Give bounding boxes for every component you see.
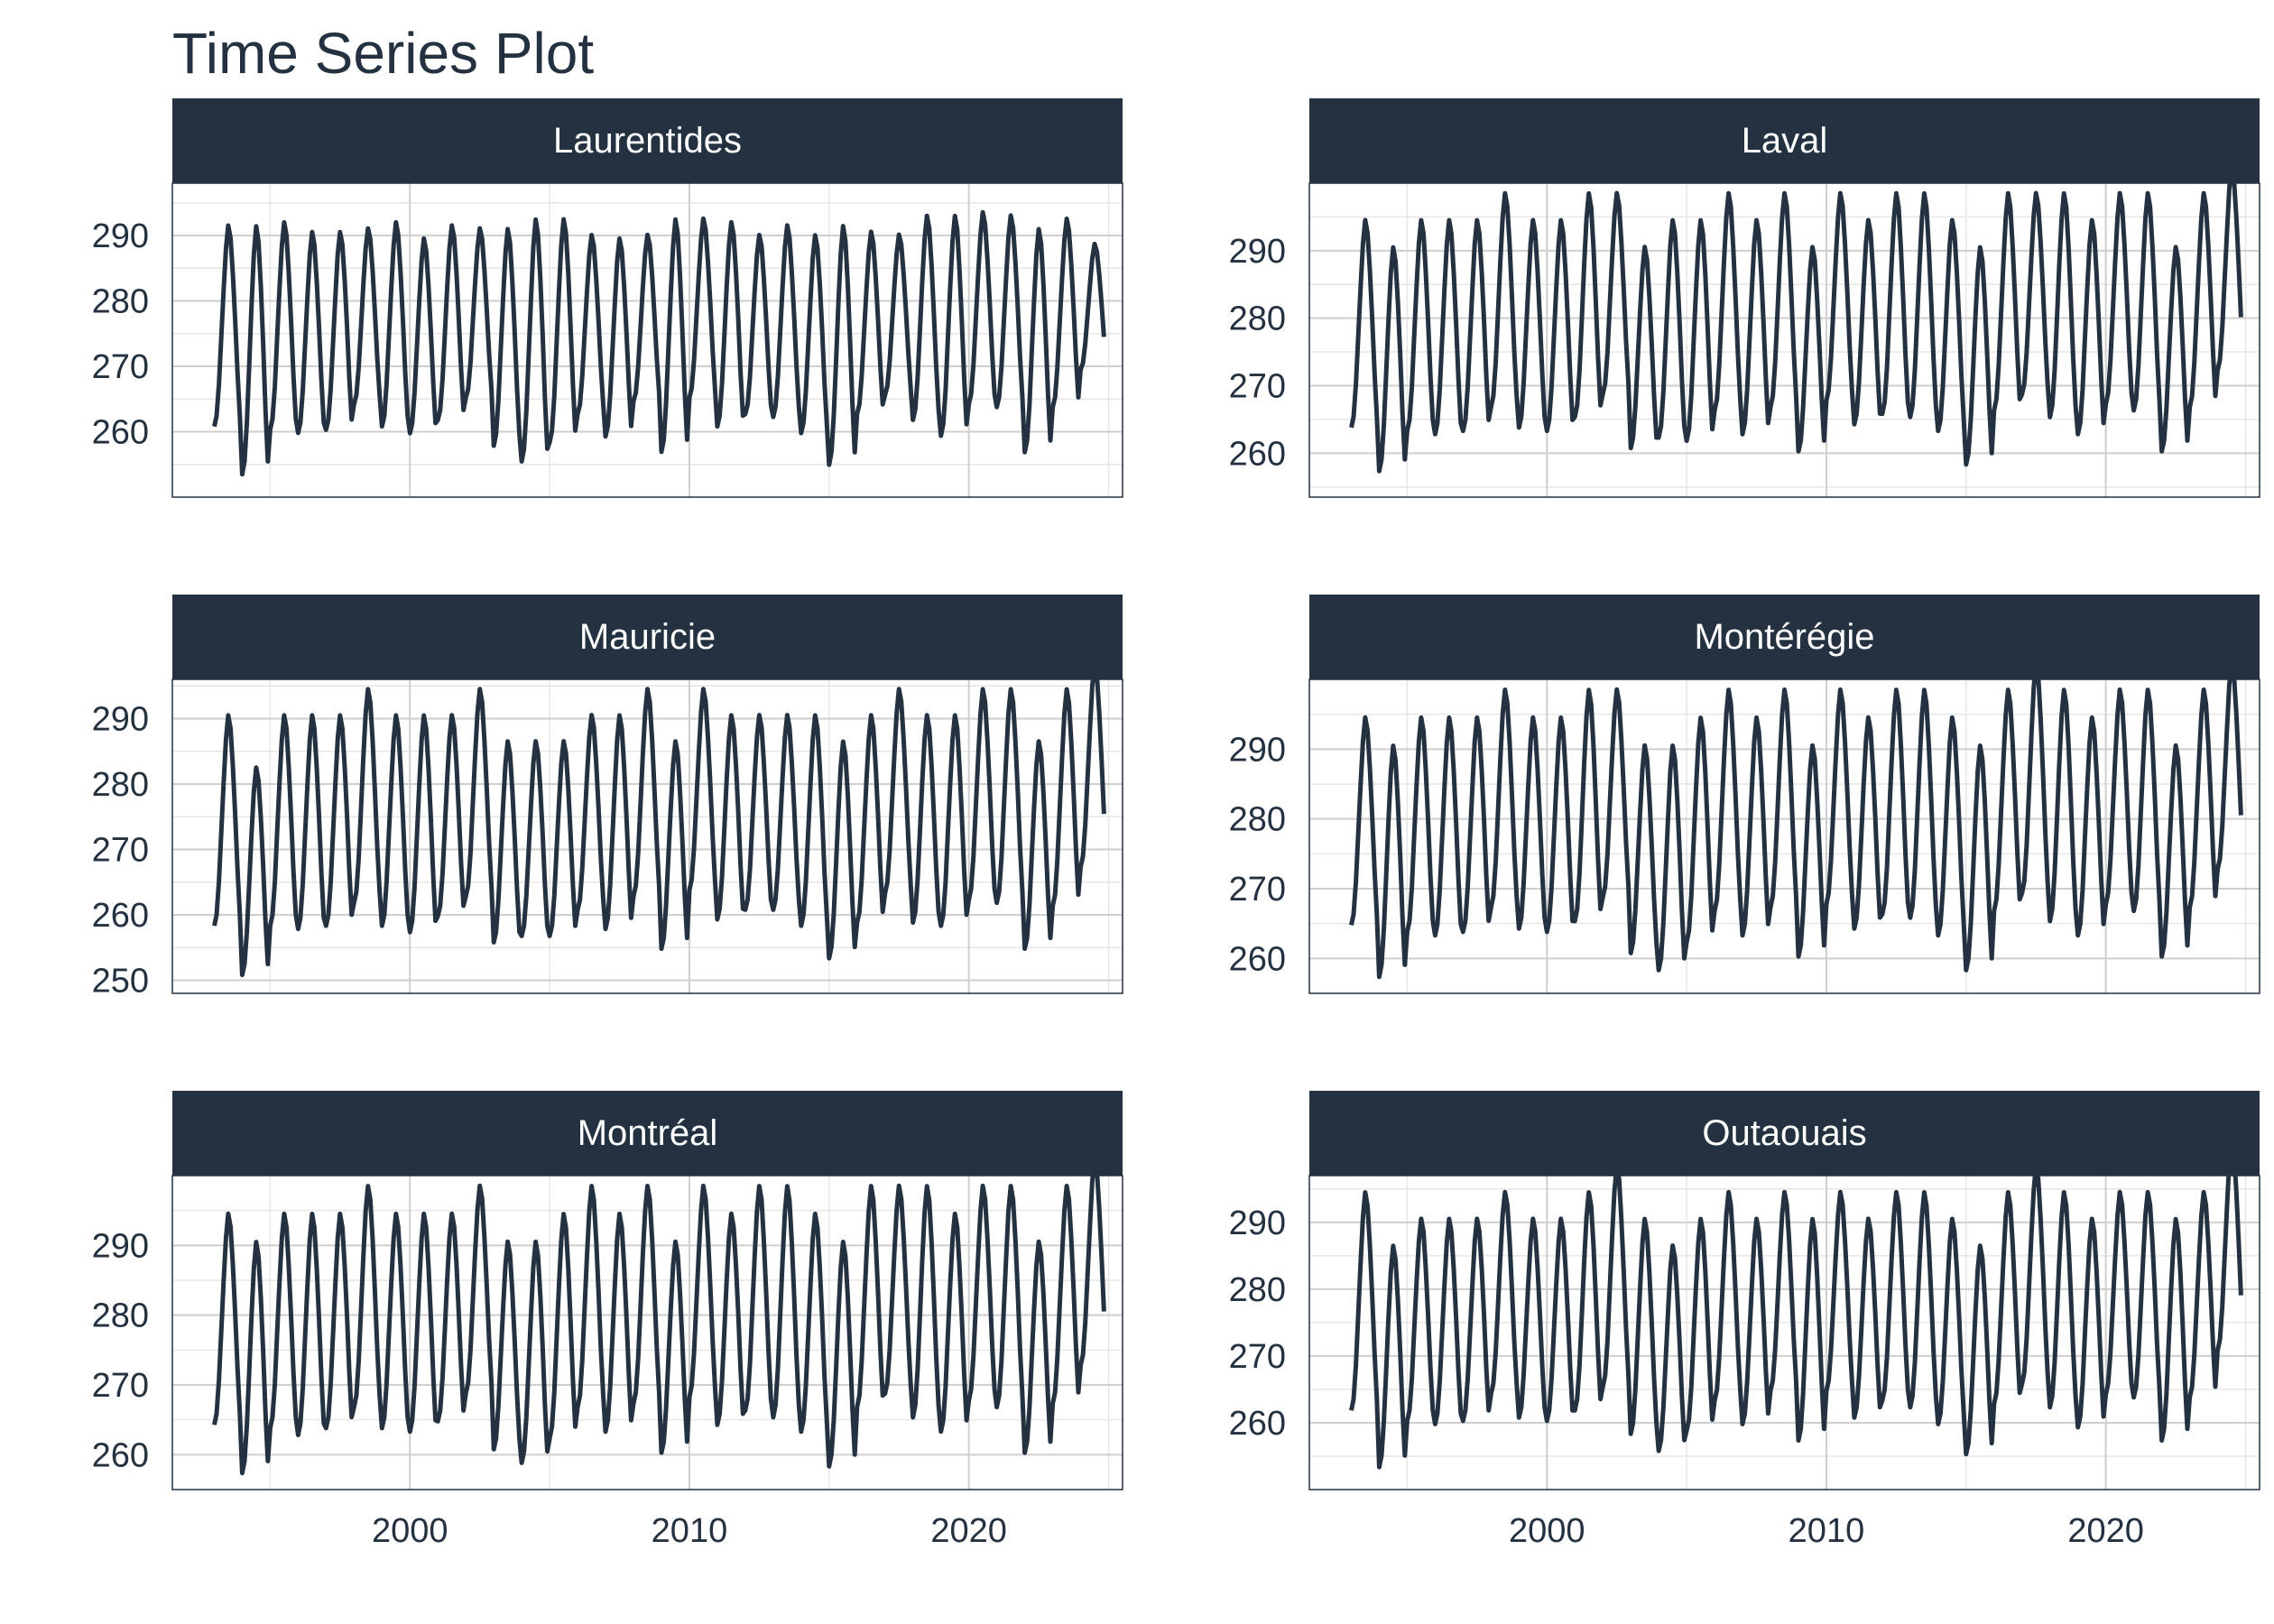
y-tick-label: 270 xyxy=(1229,368,1286,406)
y-tick-label: 280 xyxy=(92,766,149,804)
facet-strip-monteregie: Montérégie xyxy=(1309,595,2260,679)
y-tick-label: 290 xyxy=(1229,233,1286,271)
y-tick-label: 280 xyxy=(1229,801,1286,839)
y-tick-label: 250 xyxy=(92,963,149,1001)
y-tick-label: 280 xyxy=(92,283,149,321)
facet-panel-mauricie: Mauricie xyxy=(172,595,1123,1019)
y-tick-label: 270 xyxy=(92,832,149,870)
y-tick-label: 290 xyxy=(1229,731,1286,769)
y-tick-label: 270 xyxy=(92,1367,149,1405)
series-line-outaouais xyxy=(1349,1136,2243,1470)
facet-strip-laurentides: Laurentides xyxy=(172,98,1123,183)
y-tick-label: 260 xyxy=(92,414,149,452)
series-line-montrgie xyxy=(1349,659,2243,980)
series-line-laval xyxy=(1349,163,2243,474)
y-tick-label: 290 xyxy=(92,701,149,739)
y-tick-label: 270 xyxy=(92,348,149,386)
y-tick-label: 290 xyxy=(92,217,149,255)
facet-strip-outaouais: Outaouais xyxy=(1309,1091,2260,1176)
x-tick-label: 2000 xyxy=(372,1512,448,1550)
x-tick-label: 2000 xyxy=(1509,1512,1585,1550)
x-tick-label: 2020 xyxy=(2067,1512,2144,1550)
x-tick-label: 2020 xyxy=(930,1512,1007,1550)
facet-panel-montreal: Montréal xyxy=(172,1091,1123,1515)
y-tick-label: 280 xyxy=(92,1297,149,1335)
panel-border xyxy=(1308,678,2260,994)
panel-border xyxy=(171,1175,1123,1490)
facet-strip-mauricie: Mauricie xyxy=(172,595,1123,679)
panel-border xyxy=(1308,182,2260,498)
y-tick-label: 260 xyxy=(92,897,149,935)
facet-panel-laurentides: Laurentides xyxy=(172,98,1123,522)
y-tick-label: 280 xyxy=(1229,1271,1286,1309)
series-line-laurentides xyxy=(212,209,1106,477)
panel-border xyxy=(1308,1175,2260,1490)
series-line-mauricie xyxy=(212,660,1106,977)
facet-panel-monteregie: Montérégie xyxy=(1309,595,2260,1019)
y-tick-label: 290 xyxy=(92,1227,149,1265)
y-tick-label: 280 xyxy=(1229,300,1286,338)
y-tick-label: 260 xyxy=(92,1436,149,1474)
y-tick-label: 270 xyxy=(1229,1338,1286,1376)
y-tick-label: 260 xyxy=(1229,1405,1286,1443)
x-tick-label: 2010 xyxy=(652,1512,728,1550)
y-tick-label: 260 xyxy=(1229,435,1286,473)
panel-border xyxy=(171,678,1123,994)
series-line-montral xyxy=(212,1155,1106,1476)
facet-panel-laval: Laval xyxy=(1309,98,2260,522)
y-tick-label: 260 xyxy=(1229,940,1286,978)
page-title: Time Series Plot xyxy=(172,21,595,86)
facet-panel-outaouais: Outaouais xyxy=(1309,1091,2260,1515)
panel-border xyxy=(171,182,1123,498)
facet-strip-laval: Laval xyxy=(1309,98,2260,183)
x-tick-label: 2010 xyxy=(1789,1512,1865,1550)
y-tick-label: 290 xyxy=(1229,1204,1286,1242)
y-tick-label: 270 xyxy=(1229,871,1286,909)
facet-strip-montreal: Montréal xyxy=(172,1091,1123,1176)
